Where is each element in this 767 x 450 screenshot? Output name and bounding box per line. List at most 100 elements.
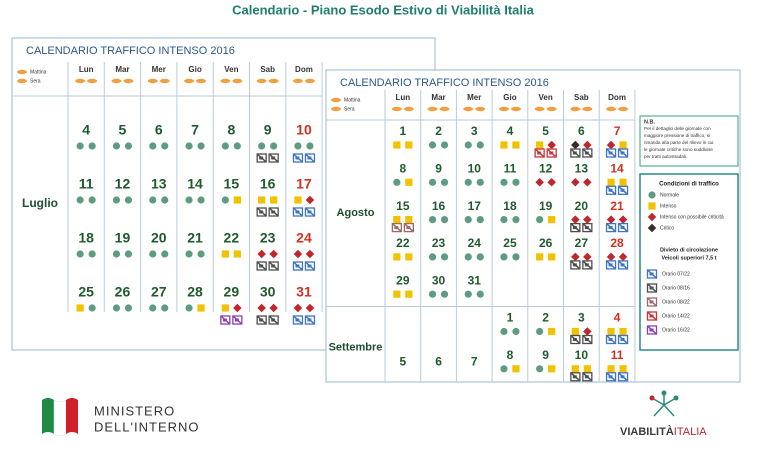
legend-frame xyxy=(639,173,739,351)
time-icon xyxy=(304,78,315,84)
truck-shape xyxy=(620,188,625,192)
weekday-label: Ven xyxy=(539,93,553,102)
condition-icon xyxy=(233,142,241,150)
weekday-label: Gio xyxy=(503,93,516,102)
condition-icon xyxy=(76,196,84,204)
condition-icon xyxy=(294,142,302,150)
truck-icon xyxy=(617,185,629,195)
condition-icon xyxy=(500,141,508,149)
truck-shape xyxy=(572,151,577,155)
note-line: Per il dettaglio delle giornate con xyxy=(644,126,711,131)
legend-label: Orario 14/22 xyxy=(662,313,690,319)
day-number: 10 xyxy=(575,348,589,362)
truck-shape xyxy=(584,375,589,379)
condition-icon xyxy=(257,303,266,313)
month-label: Agosto xyxy=(337,207,375,219)
weekday-label: Gio xyxy=(188,65,201,74)
condition-icon xyxy=(428,216,437,224)
day-number: 6 xyxy=(155,122,163,138)
truck-shape xyxy=(295,156,300,160)
truck-icon xyxy=(617,334,629,345)
day-number: 2 xyxy=(435,124,442,138)
time-icon xyxy=(510,106,521,112)
condition-icon xyxy=(233,196,241,204)
condition-icon xyxy=(512,178,520,186)
truck-shape xyxy=(259,318,264,322)
truck-icon xyxy=(304,207,316,217)
truck-shape xyxy=(271,264,276,268)
truck-shape xyxy=(307,264,312,268)
day-number: 4 xyxy=(507,124,514,138)
condition-icon xyxy=(185,196,193,204)
weekday-label: Mar xyxy=(115,65,129,74)
condition-icon xyxy=(76,304,84,312)
condition-icon xyxy=(185,142,193,150)
condition-icon xyxy=(440,178,449,186)
condition-icon xyxy=(619,178,627,186)
truck-icon xyxy=(605,260,617,270)
day-number: 17 xyxy=(296,176,312,192)
condition-icon xyxy=(293,303,303,313)
note-line: le giornate critiche sono suddivise xyxy=(644,147,713,152)
time-icon xyxy=(87,78,98,84)
condition-icon xyxy=(112,142,121,150)
truck-icon xyxy=(570,148,581,158)
condition-icon xyxy=(583,327,592,336)
truck-icon xyxy=(403,222,415,233)
legend-title: Condizioni di traffico xyxy=(659,182,719,188)
time-icon xyxy=(331,97,341,103)
condition-icon xyxy=(112,250,121,258)
truck-shape xyxy=(608,338,613,341)
legend-subtitle: Divieto di circolazione xyxy=(660,247,718,253)
day-number: 3 xyxy=(578,311,585,325)
truck-shape xyxy=(608,188,613,192)
day-number: 19 xyxy=(539,199,553,213)
condition-icon xyxy=(512,216,520,224)
condition-icon xyxy=(548,365,556,373)
day-number: 18 xyxy=(78,230,94,246)
truck-shape xyxy=(608,226,613,230)
truck-shape xyxy=(271,156,276,160)
condition-icon xyxy=(270,196,278,204)
truck-shape xyxy=(620,375,625,379)
condition-icon xyxy=(571,365,579,373)
viabilita-logo: VIABILITÀITALIA xyxy=(620,390,707,438)
truck-shape xyxy=(271,318,276,322)
legend-box: Condizioni di traffico Normale Intenso Inte… xyxy=(639,173,739,351)
condition-icon xyxy=(500,216,508,224)
day-number: 23 xyxy=(260,230,276,246)
truck-icon xyxy=(617,372,629,382)
condition-icon xyxy=(197,142,205,150)
logo-text: MINISTERO xyxy=(94,403,175,418)
time-icon xyxy=(17,78,27,84)
time-label: Mattina xyxy=(344,97,361,103)
condition-icon xyxy=(548,327,556,336)
legend-label: Orario 16/22 xyxy=(662,327,690,333)
day-number: 25 xyxy=(78,284,94,300)
day-number: 28 xyxy=(187,284,203,300)
logo-dot xyxy=(673,395,679,401)
truck-shape xyxy=(307,156,312,160)
condition-icon xyxy=(393,290,401,298)
day-number: 24 xyxy=(296,230,312,246)
truck-icon xyxy=(582,334,593,345)
condition-icon xyxy=(76,142,84,150)
condition-icon xyxy=(648,191,656,199)
ministero-logo: MINISTERO DELL'INTERNO xyxy=(42,398,199,437)
time-icon xyxy=(463,106,474,112)
truck-icon xyxy=(605,148,617,158)
day-number: 12 xyxy=(539,161,553,175)
day-number: 13 xyxy=(575,161,589,175)
truck-shape xyxy=(259,210,264,214)
day-number: 8 xyxy=(507,348,514,362)
condition-icon xyxy=(464,178,472,186)
condition-icon xyxy=(306,142,314,150)
day-number: 11 xyxy=(79,176,94,192)
day-number: 5 xyxy=(119,122,127,138)
day-number: 1 xyxy=(400,124,407,138)
day-number: 9 xyxy=(542,348,549,362)
note-frame xyxy=(639,115,739,167)
day-number: 7 xyxy=(614,124,621,138)
time-icon xyxy=(256,78,267,84)
condition-icon xyxy=(305,249,315,259)
